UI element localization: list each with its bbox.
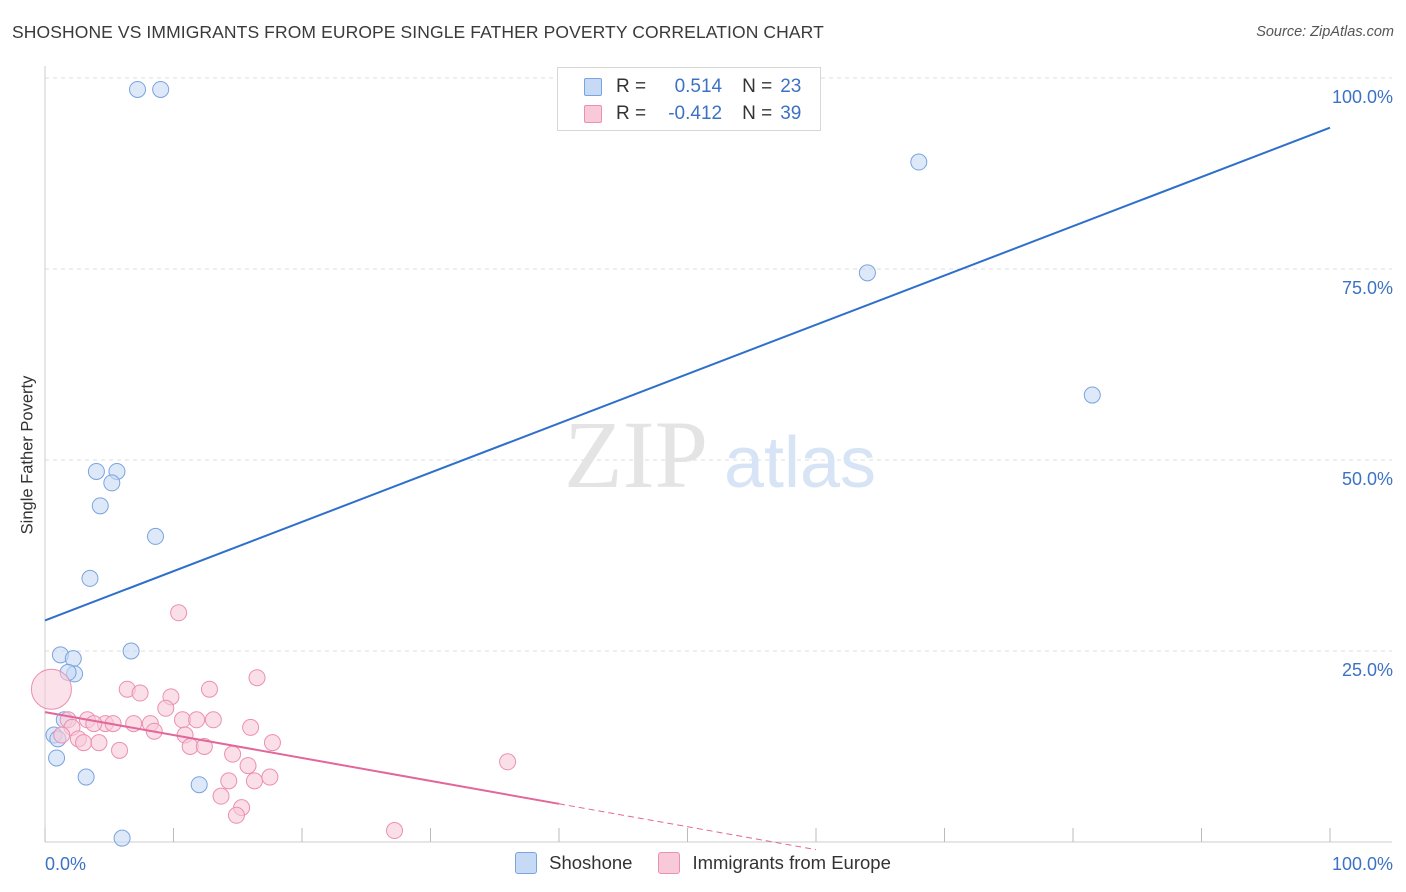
shoshone-point xyxy=(81,569,99,587)
legend-r-value: -0.412 xyxy=(668,103,723,124)
immigrants-point xyxy=(200,680,218,698)
chart-title: SHOSHONE VS IMMIGRANTS FROM EUROPE SINGL… xyxy=(12,22,824,42)
y-tick-label: 100.0% xyxy=(1332,87,1393,107)
legend-n-value: 23 xyxy=(780,76,802,97)
y-tick-label: 75.0% xyxy=(1342,278,1393,298)
immigrants-point xyxy=(131,684,149,702)
immigrants-point xyxy=(239,757,257,775)
shoshone-trendline xyxy=(44,126,1331,622)
shoshone-point xyxy=(103,474,121,492)
chart-source: Source: ZipAtlas.com xyxy=(1256,24,1394,40)
immigrants-point xyxy=(224,745,242,763)
immigrants-point xyxy=(53,726,71,744)
immigrants-point xyxy=(157,699,175,717)
shoshone-point xyxy=(152,80,170,98)
legend-swatch-immigrants xyxy=(584,105,602,123)
shoshone-point xyxy=(87,462,105,480)
immigrants-point xyxy=(204,711,222,729)
immigrants-point xyxy=(90,734,108,752)
legend-n-label: N = xyxy=(742,103,773,124)
series-legend-immigrants: Immigrants from Europe xyxy=(658,852,891,874)
legend-r-label: R = xyxy=(616,76,647,97)
immigrants-trendline xyxy=(44,711,560,805)
immigrants-point xyxy=(386,822,404,840)
series-swatch-immigrants xyxy=(658,852,681,874)
x-tick-label: 100.0% xyxy=(1332,854,1393,874)
immigrants-point xyxy=(263,734,281,752)
y-tick-label: 50.0% xyxy=(1342,469,1393,489)
watermark-atlas: atlas xyxy=(724,423,876,503)
immigrants-trendline-extension xyxy=(558,803,817,851)
immigrants-point xyxy=(220,772,238,790)
immigrants-point xyxy=(248,669,266,687)
shoshone-point xyxy=(129,80,147,98)
shoshone-point xyxy=(113,829,131,847)
shoshone-point xyxy=(1083,386,1101,404)
immigrants-point xyxy=(188,711,206,729)
legend-row-shoshone: R = 0.514 N = 23 xyxy=(584,74,801,100)
immigrants-point xyxy=(245,772,263,790)
correlation-legend: R = 0.514 N = 23 R = -0.412 N = 39 xyxy=(557,67,821,131)
immigrants-point xyxy=(195,738,213,755)
x-tick-label: 0.0% xyxy=(45,854,86,874)
shoshone-point xyxy=(48,749,66,767)
series-label-shoshone: Shoshone xyxy=(549,852,633,873)
legend-r-label: R = xyxy=(616,103,647,124)
shoshone-point xyxy=(858,264,876,282)
y-axis-label: Single Father Poverty xyxy=(18,375,37,535)
shoshone-point xyxy=(910,153,928,171)
legend-r-value: 0.514 xyxy=(674,76,723,97)
series-swatch-shoshone xyxy=(515,852,538,874)
shoshone-point xyxy=(190,776,208,794)
immigrants-point xyxy=(173,711,191,729)
immigrants-point xyxy=(85,715,103,733)
immigrants-point xyxy=(181,738,199,755)
shoshone-point xyxy=(122,642,140,660)
series-label-immigrants: Immigrants from Europe xyxy=(692,852,891,873)
legend-row-immigrants: R = -0.412 N = 39 xyxy=(584,101,801,127)
legend-n-label: N = xyxy=(742,76,773,97)
y-tick-label: 25.0% xyxy=(1342,660,1393,680)
immigrants-point xyxy=(30,668,72,710)
immigrants-point xyxy=(261,768,279,786)
immigrants-point xyxy=(111,741,129,759)
series-legend-shoshone: Shoshone xyxy=(515,852,632,874)
immigrants-point xyxy=(212,787,230,805)
legend-n-value: 39 xyxy=(780,103,802,124)
shoshone-point xyxy=(147,527,165,545)
watermark-zip: ZIP xyxy=(564,401,708,508)
immigrants-point xyxy=(242,718,260,736)
series-legend: Shoshone Immigrants from Europe xyxy=(0,852,1406,874)
immigrants-point xyxy=(499,753,517,771)
shoshone-point xyxy=(91,497,109,515)
immigrants-point xyxy=(227,806,245,824)
legend-swatch-shoshone xyxy=(584,78,602,96)
immigrants-point xyxy=(75,734,93,752)
immigrants-point xyxy=(170,604,188,622)
shoshone-point xyxy=(77,768,95,786)
